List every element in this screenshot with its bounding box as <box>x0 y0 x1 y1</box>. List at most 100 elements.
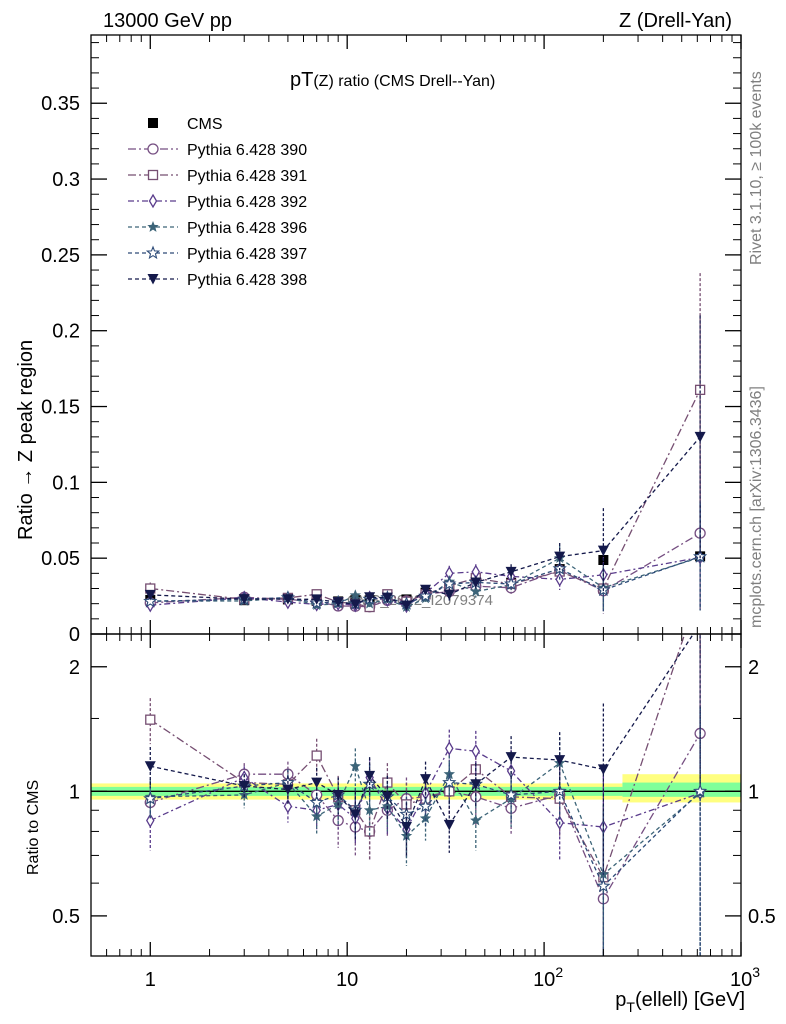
header-left: 13000 GeV pp <box>103 10 232 32</box>
ratio-point <box>349 809 361 820</box>
data-point <box>238 594 250 605</box>
ratio-y-tick-label: 0.5 <box>52 906 80 928</box>
ratio-y-axis-label: Ratio to CMS <box>25 780 42 875</box>
ratio-series-5 <box>144 619 706 875</box>
series-line-4 <box>150 556 701 608</box>
legend-label: Pythia 6.428 396 <box>187 220 307 237</box>
y-axis-label: Ratio → Z peak region <box>15 340 37 540</box>
legend-entry-3: Pythia 6.428 392 <box>128 193 307 211</box>
ratio-point <box>143 791 158 805</box>
y-tick-label: 0.15 <box>41 397 80 419</box>
x-tick-label: 10 <box>336 969 358 991</box>
legend: CMS Pythia 6.428 390 Pythia 6.428 391 Pythi… <box>128 116 307 289</box>
band-inner-1 <box>622 782 741 797</box>
series-2 <box>145 273 706 613</box>
legend-marker <box>148 193 158 209</box>
data-point <box>311 594 323 605</box>
y-tick-label: 0.2 <box>52 321 80 343</box>
data-point <box>400 600 412 611</box>
ratio-point <box>695 619 706 630</box>
legend-entry-6: Pythia 6.428 398 <box>128 272 307 289</box>
legend-label: Pythia 6.428 391 <box>187 168 307 185</box>
legend-label: CMS <box>187 116 223 133</box>
data-point <box>442 576 457 590</box>
series-6 <box>144 315 706 611</box>
ratio-point <box>349 760 361 772</box>
series-line-1 <box>150 532 701 608</box>
data-point <box>349 589 361 601</box>
legend-entry-5: Pythia 6.428 397 <box>128 245 307 263</box>
ratio-point <box>363 804 376 816</box>
header-right: Z (Drell-Yan) <box>619 10 732 32</box>
ratio-point <box>597 764 609 775</box>
ratio-line-1 <box>149 634 686 879</box>
legend-marker <box>147 274 159 285</box>
legend-label: Pythia 6.428 392 <box>187 194 307 211</box>
x-tick-label: 1 <box>145 969 156 991</box>
ratio-y-tick-label-right: 0.5 <box>748 906 776 928</box>
ratio-point <box>309 795 324 809</box>
data-point <box>143 593 158 608</box>
legend-marker <box>147 169 159 181</box>
data-point <box>381 592 393 604</box>
rivet-version-label: Rivet 3.1.10, ≥ 100k events <box>748 71 765 265</box>
ratio-series-4 <box>143 706 708 956</box>
data-point <box>144 589 156 601</box>
ratio-point <box>505 752 517 763</box>
ratio-point <box>144 761 156 772</box>
ratio-point <box>692 783 708 798</box>
ratio-point <box>238 781 250 792</box>
ratio-series-layer <box>143 619 708 956</box>
ratio-point <box>552 783 567 798</box>
series-line-2 <box>150 389 701 608</box>
legend-marker <box>147 143 159 155</box>
ratio-y-tick-label-right: 1 <box>748 781 759 803</box>
y-tick-label: 0.3 <box>52 169 80 191</box>
legend-label: Pythia 6.428 398 <box>187 272 307 289</box>
ratio-point <box>381 791 393 803</box>
data-point <box>349 599 361 610</box>
ratio-line-2 <box>150 747 701 831</box>
y-tick-label: 0.1 <box>52 472 80 494</box>
data-point <box>443 589 455 601</box>
ratio-point <box>503 787 519 801</box>
ratio-point <box>146 813 155 828</box>
ratio-point <box>554 755 566 766</box>
ratio-line-5 <box>150 634 695 829</box>
ratio-point <box>311 750 322 761</box>
ratio-point <box>443 819 455 831</box>
ratio-frame <box>90 633 742 957</box>
ratio-point <box>420 774 432 785</box>
data-point <box>418 588 433 603</box>
main-series-layer <box>143 273 708 614</box>
y-tick-label: 0.05 <box>41 548 80 570</box>
data-point <box>332 597 344 608</box>
data-point <box>505 566 517 578</box>
ratio-point <box>364 826 375 837</box>
series-5 <box>143 503 708 612</box>
data-point <box>503 576 519 590</box>
ratio-y-tick-label-right: 2 <box>748 657 759 679</box>
data-point <box>694 384 706 396</box>
ratio-point <box>596 878 611 893</box>
ratio-point <box>145 714 156 725</box>
ratio-line-3 <box>150 762 701 876</box>
ratio-point <box>418 798 433 813</box>
ratio-point <box>282 784 294 796</box>
ratio-point <box>445 741 454 756</box>
legend-entry-4: Pythia 6.428 396 <box>128 220 307 237</box>
ratio-point <box>470 814 482 826</box>
ratio-series-3 <box>144 707 706 956</box>
legend-marker <box>148 118 158 128</box>
legend-marker <box>147 221 159 232</box>
ratio-point <box>364 770 376 782</box>
data-point <box>694 431 706 443</box>
mcplots-label: mcplots.cern.ch [arXiv:1306.3436] <box>748 386 765 628</box>
legend-entry-0: CMS <box>148 116 223 133</box>
y-tick-label: 0.25 <box>41 245 80 267</box>
ratio-uncertainty-band <box>91 774 741 803</box>
legend-marker <box>145 245 161 260</box>
data-point <box>554 551 566 563</box>
